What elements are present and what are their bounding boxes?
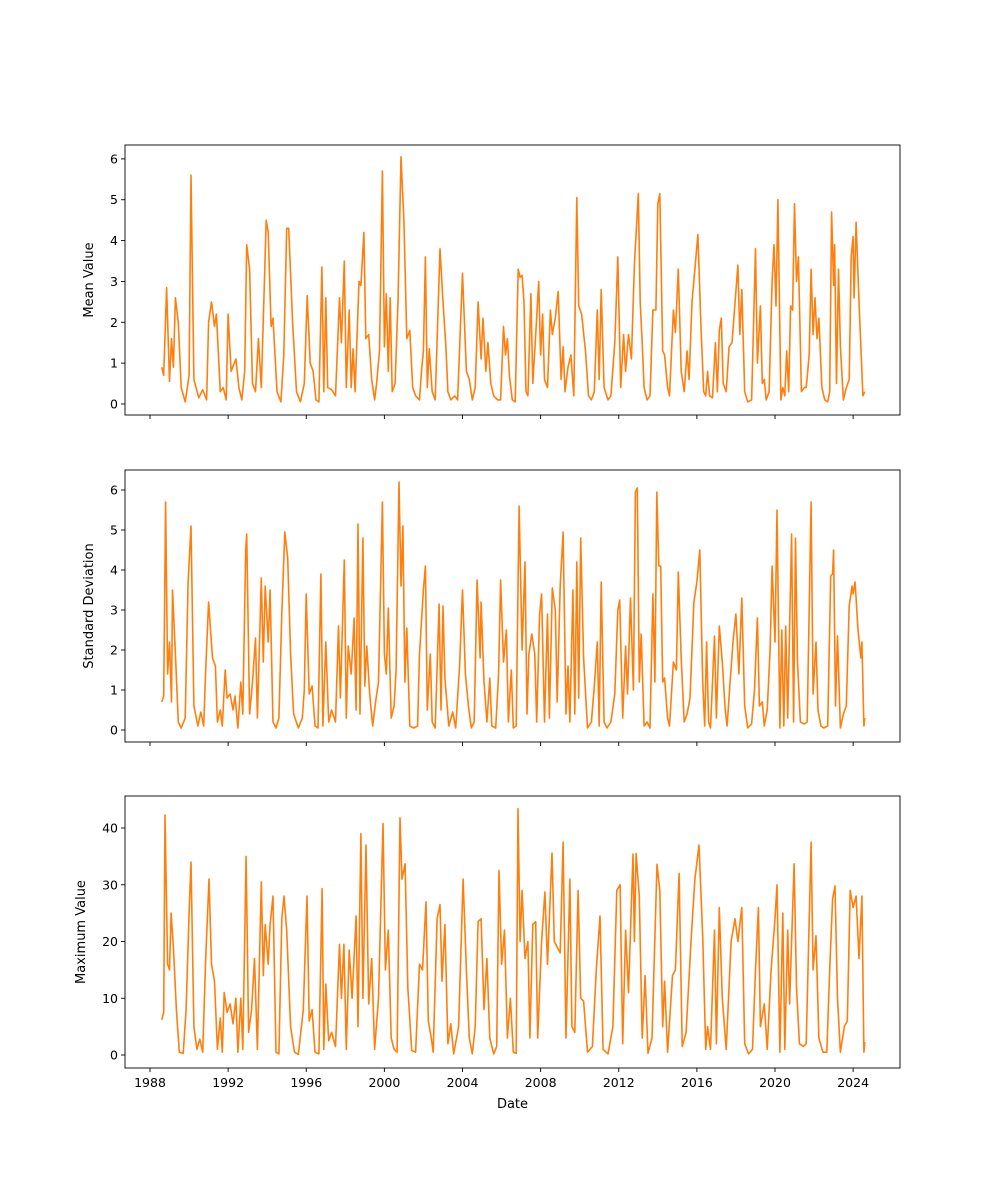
subplot-3: 0 10 20 30 40 1988 1992 1996 2000 2004 2008 2012 201… xyxy=(74,795,901,1090)
y-tick-label: 20 xyxy=(102,934,118,949)
x-tick-label: 1996 xyxy=(290,1075,322,1090)
axes-frame xyxy=(124,795,901,1069)
y-tick-label: 4 xyxy=(110,233,118,248)
x-tick-label: 2012 xyxy=(603,1075,635,1090)
series-line xyxy=(160,807,866,1056)
y-tick-label: 1 xyxy=(110,356,118,371)
y-axis-label: Mean Value xyxy=(82,242,97,317)
x-tick-label: 1988 xyxy=(134,1075,166,1090)
x-tick-label: 2016 xyxy=(681,1075,713,1090)
x-tick-label: 1992 xyxy=(212,1075,244,1090)
y-tick-label: 40 xyxy=(102,821,118,836)
x-tick-label: 2004 xyxy=(447,1075,479,1090)
y-tick-label: 10 xyxy=(102,991,118,1006)
axes-frame xyxy=(124,144,901,416)
x-axis-label: Date xyxy=(497,1097,528,1112)
y-tick-label: 6 xyxy=(110,483,118,498)
y-tick-label: 30 xyxy=(102,877,118,892)
series-line xyxy=(160,156,866,403)
subplot-1: 0 1 2 3 4 5 6 Mean Value xyxy=(82,144,901,419)
y-tick-label: 0 xyxy=(110,723,118,738)
y-tick-label: 5 xyxy=(110,523,118,538)
y-tick-label: 2 xyxy=(110,643,118,658)
series-line xyxy=(160,481,866,729)
y-tick-label: 4 xyxy=(110,563,118,578)
y-axis-label: Maximum Value xyxy=(74,880,89,984)
y-tick-label: 5 xyxy=(110,192,118,207)
y-tick-label: 6 xyxy=(110,151,118,166)
y-tick-label: 3 xyxy=(110,603,118,618)
x-tick-label: 2020 xyxy=(759,1075,791,1090)
y-tick-label: 0 xyxy=(110,1048,118,1063)
x-tick-label: 2024 xyxy=(837,1075,869,1090)
x-tick-label: 2008 xyxy=(525,1075,557,1090)
y-tick-label: 3 xyxy=(110,274,118,289)
y-tick-label: 1 xyxy=(110,683,118,698)
y-axis-label: Standard Deviation xyxy=(82,543,97,668)
x-tick-label: 2000 xyxy=(368,1075,400,1090)
y-tick-label: 0 xyxy=(110,396,118,411)
axes-frame xyxy=(124,469,901,743)
y-tick-label: 2 xyxy=(110,315,118,330)
subplot-2: 0 1 2 3 4 5 6 Standard Deviation xyxy=(82,469,901,746)
